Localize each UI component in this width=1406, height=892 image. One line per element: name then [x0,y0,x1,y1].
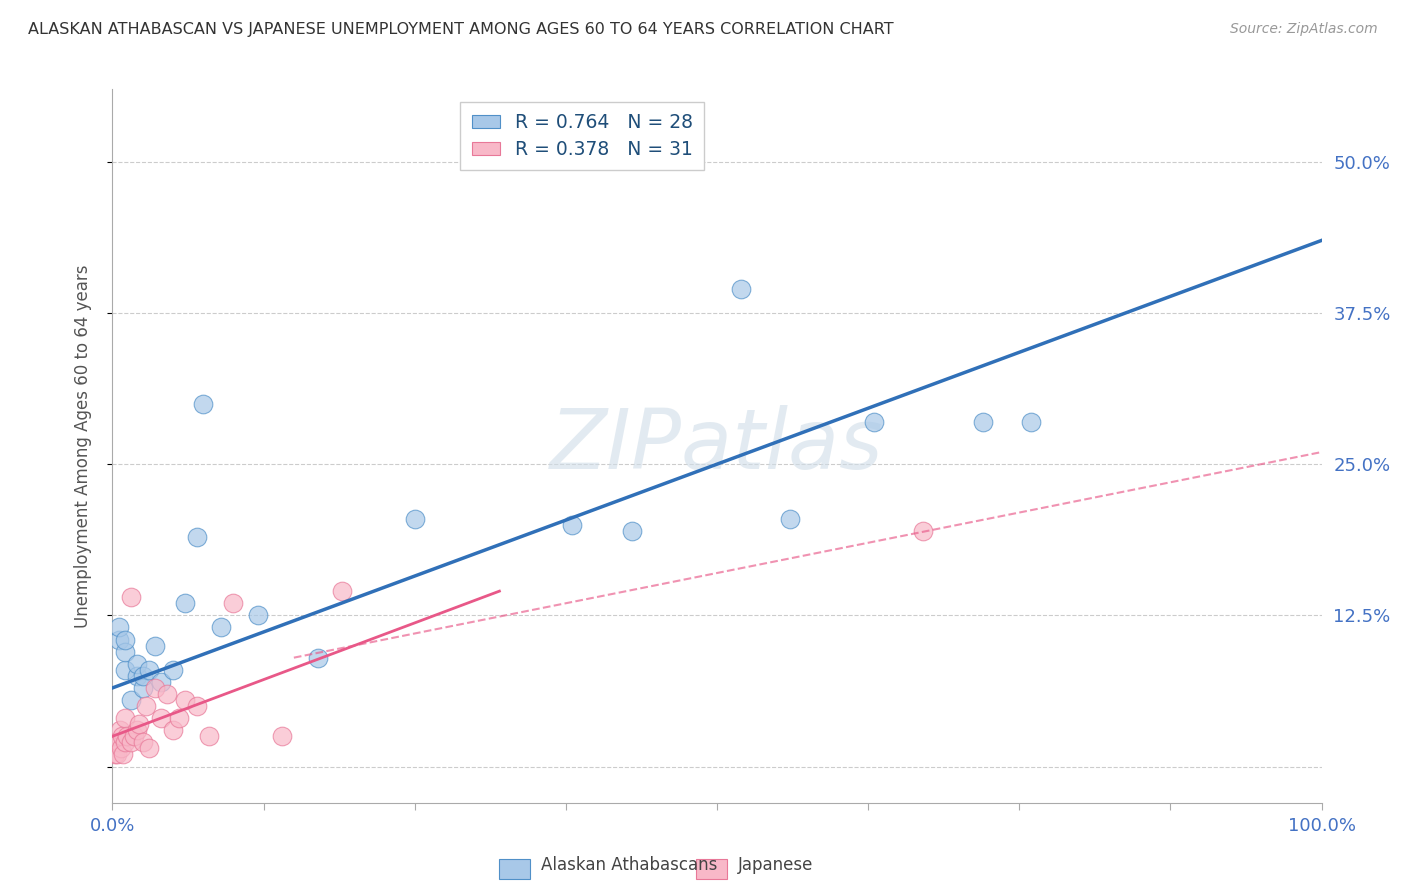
Point [114,645,136,659]
Point [143,639,166,653]
Point [105,735,128,749]
Text: ALASKAN ATHABASCAN VS JAPANESE UNEMPLOYMENT AMONG AGES 60 TO 64 YEARS CORRELATIO: ALASKAN ATHABASCAN VS JAPANESE UNEMPLOYM… [28,22,894,37]
Point [863,415,886,429]
Point [222,596,245,610]
Point [138,741,160,756]
Point [162,663,184,677]
Point [125,723,148,738]
Point [132,735,155,749]
Point [122,729,145,743]
Point [107,620,129,634]
Point [1021,415,1043,429]
Point [120,735,142,749]
Point [307,650,329,665]
Point [107,632,129,647]
Legend: R = 0.764   N = 28, R = 0.378   N = 31: R = 0.764 N = 28, R = 0.378 N = 31 [460,103,704,170]
Point [972,415,994,429]
Point [114,735,136,749]
Point [561,517,583,532]
Point [156,687,179,701]
Point [125,669,148,683]
Point [911,524,934,538]
Point [174,596,197,610]
Point [115,729,138,743]
Point [330,584,353,599]
Point [174,693,197,707]
Point [270,729,292,743]
Point [114,711,136,725]
Point [135,699,157,714]
Point [149,674,172,689]
Point [112,747,135,762]
Point [209,620,232,634]
Point [132,669,155,683]
Point [404,511,426,525]
Point [104,747,127,762]
Point [186,530,208,544]
Point [110,741,132,756]
Point [191,397,214,411]
Point [125,657,148,671]
Point [107,735,129,749]
Point [198,729,221,743]
Point [779,511,801,525]
Text: Source: ZipAtlas.com: Source: ZipAtlas.com [1230,22,1378,37]
Point [186,699,208,714]
Point [111,729,134,743]
Point [108,723,131,738]
Point [120,590,142,604]
Point [132,681,155,695]
Point [621,524,644,538]
Point [105,747,128,762]
Point [167,711,190,725]
Point [138,663,160,677]
Point [128,717,150,731]
Point [120,693,142,707]
Point [246,608,269,623]
Text: ZIPatlas: ZIPatlas [550,406,884,486]
Point [162,723,184,738]
Point [143,681,166,695]
Point [114,663,136,677]
Text: Japanese: Japanese [738,856,814,874]
Point [114,632,136,647]
Text: Alaskan Athabascans: Alaskan Athabascans [541,856,717,874]
Point [730,282,752,296]
Y-axis label: Unemployment Among Ages 60 to 64 years: Unemployment Among Ages 60 to 64 years [73,264,91,628]
Point [149,711,172,725]
